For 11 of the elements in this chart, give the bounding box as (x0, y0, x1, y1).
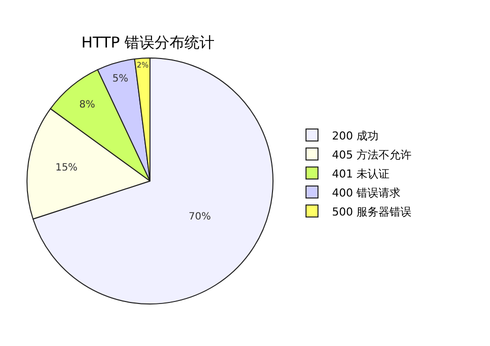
legend-label: 400 错误请求 (332, 186, 400, 200)
legend-label: 200 成功 (332, 129, 378, 142)
legend-label: 401 未认证 (332, 167, 390, 180)
data-label: 8% (79, 100, 96, 111)
chart-title: HTTP 错误分布统计 (81, 33, 215, 52)
data-label: 15% (55, 162, 78, 174)
data-label: 2% (136, 60, 149, 70)
legend-label: 405 方法不允许 (332, 148, 412, 162)
data-label: 70% (188, 212, 211, 223)
data-label: 5% (112, 73, 128, 84)
legend-label: 500 服务器错误 (332, 205, 412, 218)
